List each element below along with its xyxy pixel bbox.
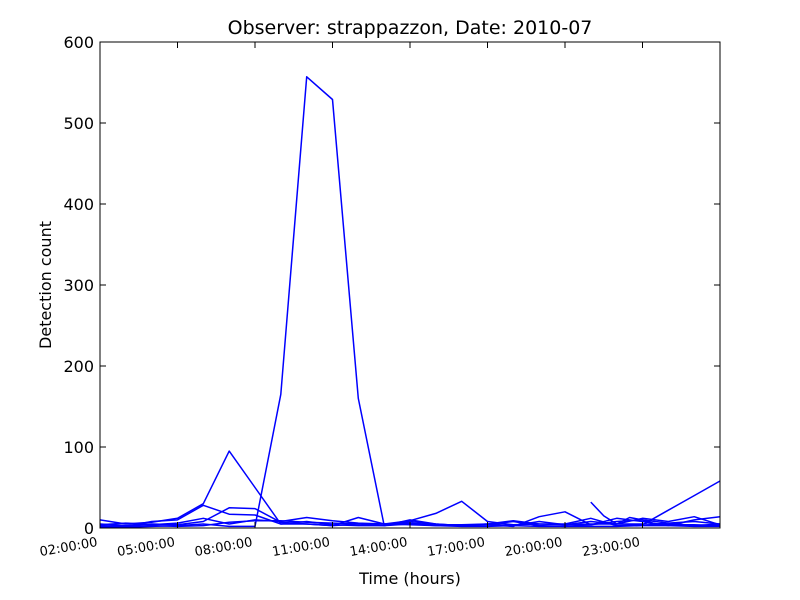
series-line-5: [99, 480, 721, 527]
x-tick-label: 17:00:00: [426, 535, 486, 560]
x-tick-label: 20:00:00: [504, 535, 564, 560]
y-tick-label: 100: [63, 438, 94, 457]
series-line-4: [99, 504, 721, 528]
x-tick-label: 23:00:00: [581, 535, 641, 560]
x-tick-label: 11:00:00: [271, 535, 331, 560]
plot-frame: [99, 41, 721, 529]
y-tick-label: 0: [84, 519, 94, 538]
y-axis-label: Detection count: [36, 221, 55, 349]
series-line-2: [99, 450, 721, 528]
y-axis-ticks: 0 100 200 300 400 500 600: [63, 33, 720, 538]
y-tick-label: 400: [63, 195, 94, 214]
x-tick-label: 02:00:00: [39, 535, 99, 560]
y-tick-label: 200: [63, 357, 94, 376]
x-tick-label: 05:00:00: [116, 535, 176, 560]
x-axis-ticks: 02:00:00 05:00:00 08:00:00 11:00:00 14:00:00…: [39, 42, 643, 560]
plot-lines: [99, 76, 721, 528]
x-tick-label: 08:00:00: [194, 535, 254, 560]
x-axis-label: Time (hours): [358, 569, 461, 588]
y-tick-label: 600: [63, 33, 94, 52]
chart-title: Observer: strappazzon, Date: 2010-07: [228, 17, 593, 39]
y-tick-label: 300: [63, 276, 94, 295]
series-line-7: [590, 501, 721, 525]
y-tick-label: 500: [63, 114, 94, 133]
series-line-1: [99, 76, 720, 528]
x-tick-label: 14:00:00: [349, 535, 409, 560]
